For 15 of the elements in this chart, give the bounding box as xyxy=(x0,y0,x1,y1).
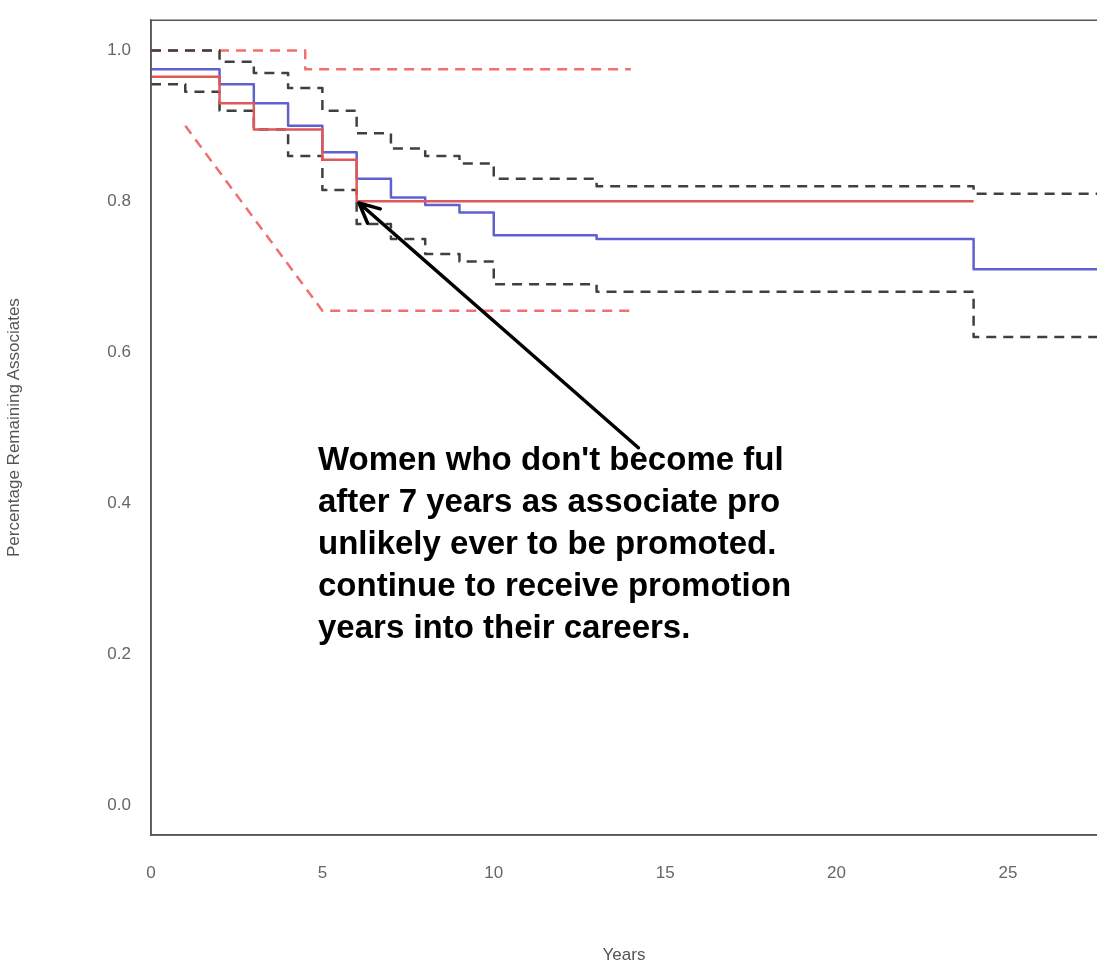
x-tick-label: 15 xyxy=(655,862,675,882)
x-tick-label: 20 xyxy=(827,862,846,882)
x-tick-label: 5 xyxy=(317,862,328,882)
y-tick-label: 0.8 xyxy=(107,190,131,210)
x-tick-label: 0 xyxy=(146,862,156,882)
y-tick-label: 0.4 xyxy=(107,492,131,512)
x-tick-label: 25 xyxy=(998,862,1018,882)
y-tick-label: 0.6 xyxy=(107,341,131,361)
x-axis-title: Years xyxy=(602,945,646,965)
y-axis-title: Percentage Remaining Associates xyxy=(3,298,23,558)
y-tick-label: 0.0 xyxy=(107,794,131,814)
y-tick-label: 1.0 xyxy=(107,40,131,60)
annotation: Women who don't become ful after 7 years as associate pro unlikely ever to be promoted. continue to receive promotion years into their careers. xyxy=(318,440,792,645)
x-tick-label: 10 xyxy=(484,862,504,882)
y-tick-label: 0.2 xyxy=(107,643,131,663)
